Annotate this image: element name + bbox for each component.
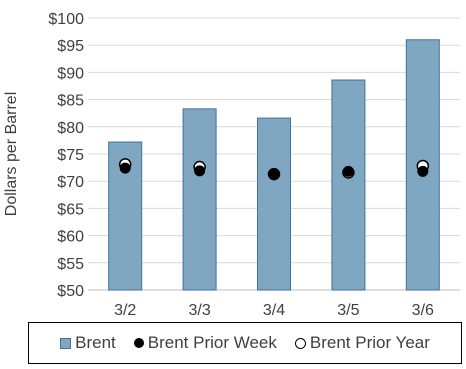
y-tick-label: $100 — [48, 11, 84, 28]
legend-bar-swatch — [60, 337, 72, 349]
x-tick-label: 3/6 — [412, 302, 434, 319]
chart: $50$55$60$65$70$75$80$85$90$95$100 3/2 3/… — [3, 11, 460, 319]
bar — [331, 79, 366, 291]
y-tick-label: $90 — [57, 65, 84, 82]
x-tick-label: 3/2 — [114, 302, 136, 319]
y-axis-label: Dollars per Barrel — [3, 92, 20, 216]
y-axis-label-text: Dollars per Barrel — [3, 92, 20, 216]
x-tick-label: 3/4 — [263, 302, 285, 319]
y-tick-labels: $50 $55 $60 $65 $70 $75 $80 $85 $90 $95 $100 — [48, 11, 84, 300]
y-tick-label: $60 — [57, 229, 84, 246]
bar — [257, 117, 291, 291]
legend-label-prior-week: Brent Prior Week — [147, 333, 277, 352]
x-tick-labels: 3/2 3/3 3/4 3/5 3/6 — [114, 302, 434, 319]
y-tick-label: $80 — [57, 120, 84, 137]
legend-item-brent: Brent — [60, 333, 116, 353]
legend-item-prior-week: Brent Prior Week — [133, 333, 277, 353]
legend-hollow-dot-swatch — [294, 337, 306, 349]
y-tick-label: $85 — [57, 93, 84, 110]
x-tick-label: 3/3 — [188, 302, 210, 319]
y-tick-label: $75 — [57, 147, 84, 164]
prior-week-marker — [268, 169, 280, 181]
prior-week-marker — [342, 165, 354, 177]
x-tick-label: 3/5 — [337, 302, 359, 319]
legend-filled-dot-swatch — [133, 338, 144, 348]
bar — [182, 108, 217, 291]
y-tick-label: $95 — [57, 38, 84, 55]
legend-item-prior-year: Brent Prior Year — [294, 333, 430, 353]
prior-week-marker — [119, 162, 131, 174]
markers — [118, 158, 430, 181]
legend-label-prior-year: Brent Prior Year — [309, 333, 430, 352]
y-tick-label: $50 — [57, 283, 84, 300]
prior-week-marker — [194, 165, 206, 177]
y-tick-label: $65 — [57, 201, 84, 218]
bars — [108, 39, 440, 291]
y-tick-label: $70 — [57, 174, 84, 191]
legend: Brent Brent Prior Week Brent Prior Year — [28, 322, 462, 364]
prior-week-marker — [417, 165, 429, 177]
y-tick-label: $55 — [57, 256, 84, 273]
legend-label-brent: Brent — [75, 333, 116, 352]
